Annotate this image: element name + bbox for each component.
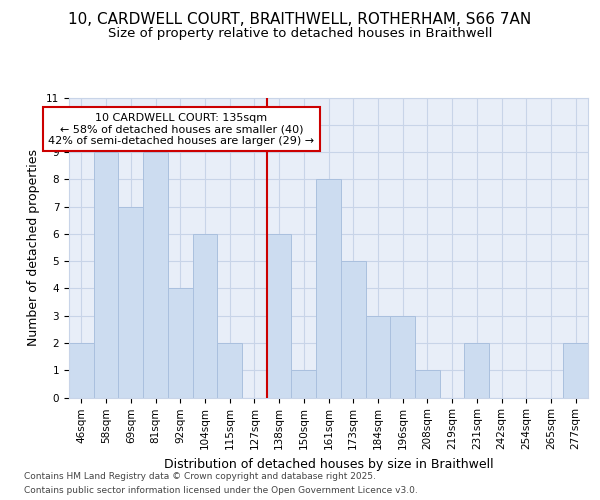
Text: Contains HM Land Registry data © Crown copyright and database right 2025.: Contains HM Land Registry data © Crown c… <box>24 472 376 481</box>
Bar <box>563 343 588 398</box>
Bar <box>94 152 118 398</box>
Bar <box>168 288 193 398</box>
Bar <box>143 152 168 398</box>
Bar <box>390 316 415 398</box>
Y-axis label: Number of detached properties: Number of detached properties <box>28 149 40 346</box>
Text: 10 CARDWELL COURT: 135sqm
← 58% of detached houses are smaller (40)
42% of semi-: 10 CARDWELL COURT: 135sqm ← 58% of detac… <box>49 112 314 146</box>
Bar <box>267 234 292 398</box>
Bar <box>316 180 341 398</box>
Bar <box>464 343 489 398</box>
Bar <box>69 343 94 398</box>
Text: Contains public sector information licensed under the Open Government Licence v3: Contains public sector information licen… <box>24 486 418 495</box>
Bar <box>292 370 316 398</box>
Text: 10, CARDWELL COURT, BRAITHWELL, ROTHERHAM, S66 7AN: 10, CARDWELL COURT, BRAITHWELL, ROTHERHA… <box>68 12 532 28</box>
Bar <box>217 343 242 398</box>
Bar <box>118 206 143 398</box>
Text: Size of property relative to detached houses in Braithwell: Size of property relative to detached ho… <box>108 28 492 40</box>
Bar <box>365 316 390 398</box>
Bar <box>193 234 217 398</box>
Bar <box>341 261 365 398</box>
X-axis label: Distribution of detached houses by size in Braithwell: Distribution of detached houses by size … <box>164 458 493 470</box>
Bar <box>415 370 440 398</box>
